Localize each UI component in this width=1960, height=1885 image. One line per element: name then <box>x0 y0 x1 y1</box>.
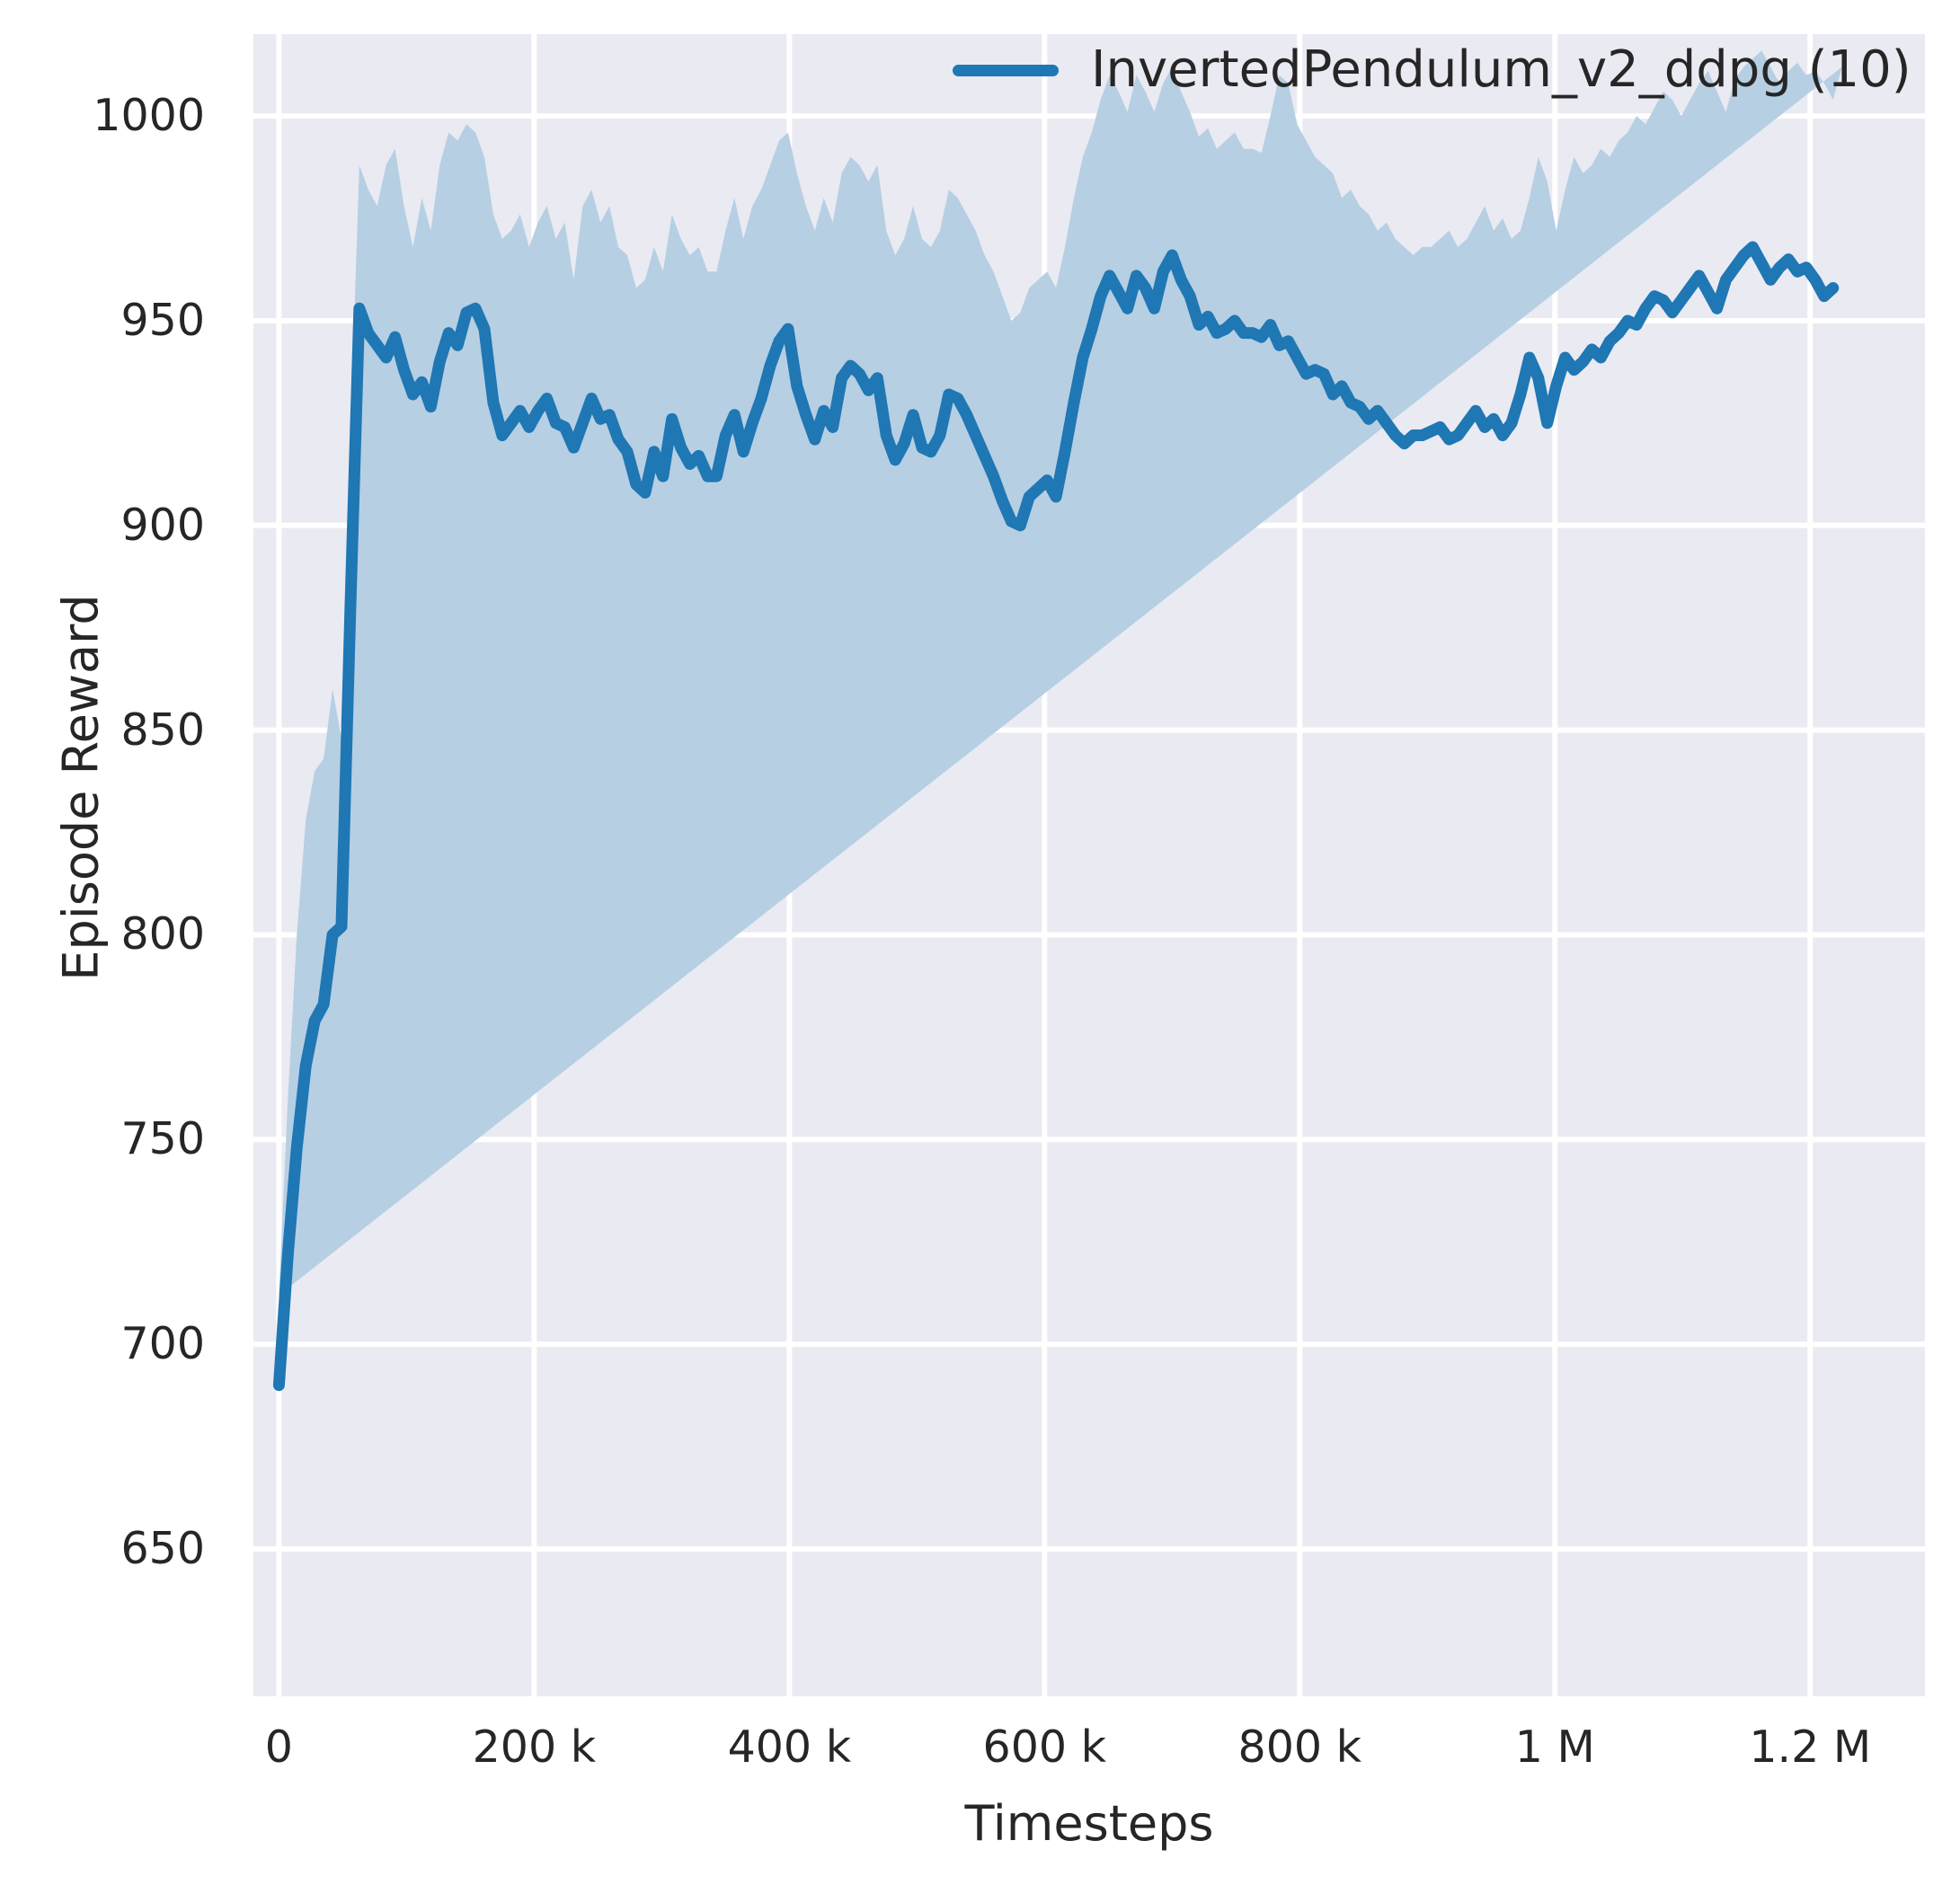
y-tick-label: 850 <box>120 704 205 756</box>
legend-swatch-icon <box>953 64 1059 76</box>
x-tick-label: 600 k <box>982 1721 1107 1773</box>
y-tick-label: 1000 <box>93 90 205 142</box>
mean-line <box>272 241 1840 1392</box>
chart-legend: InvertedPendulum_v2_ddpg (10) <box>953 45 1911 95</box>
y-tick-label: 750 <box>120 1113 205 1165</box>
y-tick-label: 950 <box>120 294 205 346</box>
plot-area <box>253 34 1925 1696</box>
y-tick-label: 700 <box>120 1318 205 1370</box>
confidence-band <box>279 50 1842 1296</box>
plot-canvas <box>253 34 1925 1696</box>
y-tick-label: 650 <box>120 1522 205 1574</box>
x-tick-label: 800 k <box>1237 1721 1362 1773</box>
x-axis-label: Timesteps <box>964 1795 1214 1852</box>
y-axis-label: Episode Reward <box>52 594 110 981</box>
legend-label: InvertedPendulum_v2_ddpg (10) <box>1091 40 1911 99</box>
x-tick-label: 1 M <box>1514 1721 1595 1773</box>
x-tick-label: 0 <box>264 1721 293 1773</box>
y-axis-ticks: 650 700 750 800 850 900 950 1000 <box>0 0 232 1885</box>
y-tick-label: 800 <box>120 908 205 960</box>
x-tick-label: 400 k <box>727 1721 852 1773</box>
x-tick-label: 200 k <box>472 1721 597 1773</box>
y-tick-label: 900 <box>120 499 205 551</box>
x-tick-label: 1.2 M <box>1749 1721 1872 1773</box>
